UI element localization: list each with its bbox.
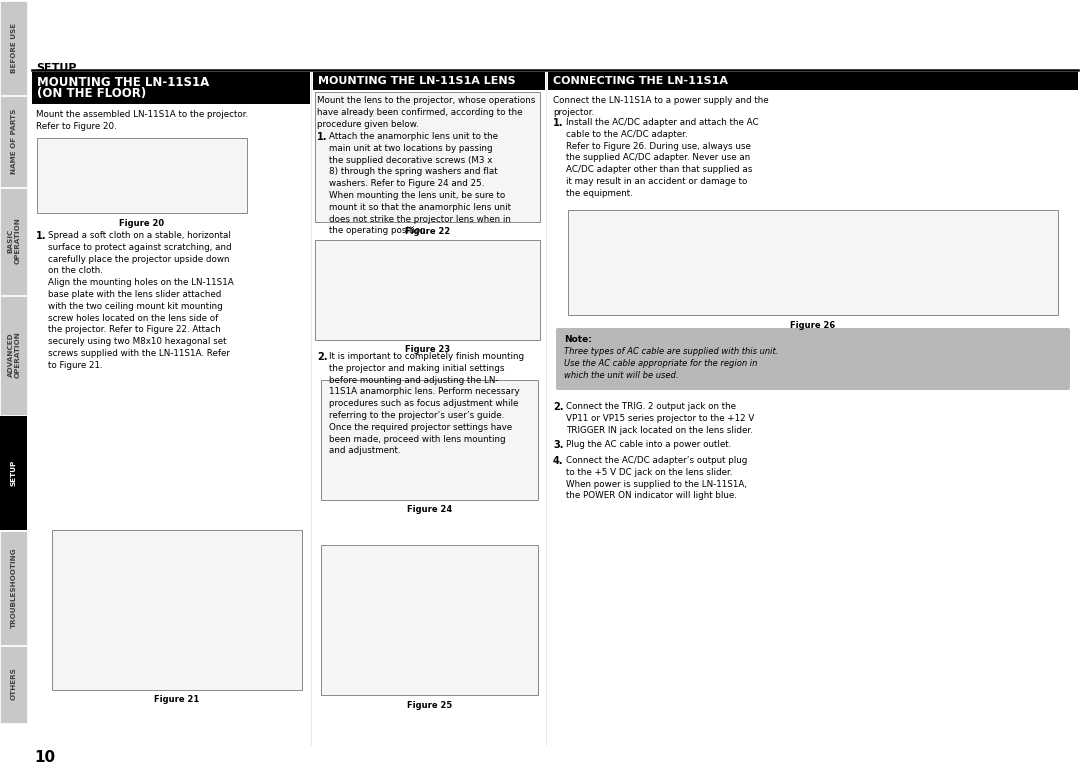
Text: CONNECTING THE LN-11S1A: CONNECTING THE LN-11S1A bbox=[553, 76, 728, 86]
Bar bbox=[0, 416, 27, 530]
Text: 2.: 2. bbox=[318, 352, 327, 362]
Bar bbox=[568, 210, 1058, 315]
Text: MOUNTING THE LN-11S1A LENS: MOUNTING THE LN-11S1A LENS bbox=[318, 76, 515, 86]
Bar bbox=[0, 646, 27, 723]
Text: Figure 20: Figure 20 bbox=[120, 218, 164, 227]
Text: OTHERS: OTHERS bbox=[11, 668, 17, 700]
Text: Figure 24: Figure 24 bbox=[407, 506, 453, 514]
Bar bbox=[313, 72, 545, 90]
Bar bbox=[321, 545, 538, 695]
Text: MOUNTING THE LN-11S1A: MOUNTING THE LN-11S1A bbox=[37, 76, 210, 89]
Text: Install the AC/DC adapter and attach the AC
cable to the AC/DC adapter.
Refer to: Install the AC/DC adapter and attach the… bbox=[566, 118, 758, 198]
Bar bbox=[321, 380, 538, 500]
Text: 2.: 2. bbox=[553, 402, 564, 412]
Text: Figure 22: Figure 22 bbox=[405, 227, 450, 237]
Text: 1.: 1. bbox=[318, 132, 327, 142]
Text: Mount the assembled LN-11S1A to the projector.
Refer to Figure 20.: Mount the assembled LN-11S1A to the proj… bbox=[36, 110, 248, 130]
Text: Figure 26: Figure 26 bbox=[791, 320, 836, 330]
Text: Figure 25: Figure 25 bbox=[407, 700, 453, 710]
Bar bbox=[315, 240, 540, 340]
FancyBboxPatch shape bbox=[556, 328, 1070, 390]
Text: ADVANCED
OPERATION: ADVANCED OPERATION bbox=[8, 332, 21, 378]
Text: Connect the LN-11S1A to a power supply and the
projector.: Connect the LN-11S1A to a power supply a… bbox=[553, 96, 769, 117]
Text: Note:: Note: bbox=[564, 335, 592, 344]
Bar bbox=[52, 530, 302, 690]
Bar bbox=[0, 296, 27, 415]
Bar bbox=[32, 72, 310, 104]
Text: Attach the anamorphic lens unit to the
main unit at two locations by passing
the: Attach the anamorphic lens unit to the m… bbox=[329, 132, 511, 236]
Text: Figure 23: Figure 23 bbox=[405, 346, 450, 355]
Text: Three types of AC cable are supplied with this unit.
Use the AC cable appropriat: Three types of AC cable are supplied wit… bbox=[564, 347, 779, 380]
Text: 1.: 1. bbox=[36, 231, 46, 241]
Text: SETUP: SETUP bbox=[36, 63, 77, 73]
Text: Connect the TRIG. 2 output jack on the
VP11 or VP15 series projector to the +12 : Connect the TRIG. 2 output jack on the V… bbox=[566, 402, 754, 435]
Text: 1.: 1. bbox=[553, 118, 564, 128]
Bar bbox=[37, 138, 247, 213]
Bar bbox=[315, 92, 540, 222]
Text: BEFORE USE: BEFORE USE bbox=[11, 22, 17, 72]
Text: 4.: 4. bbox=[553, 456, 564, 466]
Text: Plug the AC cable into a power outlet.: Plug the AC cable into a power outlet. bbox=[566, 440, 731, 449]
Text: Spread a soft cloth on a stable, horizontal
surface to protect against scratchin: Spread a soft cloth on a stable, horizon… bbox=[48, 231, 233, 370]
Bar bbox=[548, 72, 1078, 90]
Bar bbox=[0, 531, 27, 645]
Bar bbox=[0, 96, 27, 187]
Text: TROUBLESHOOTING: TROUBLESHOOTING bbox=[11, 547, 17, 628]
Text: NAME OF PARTS: NAME OF PARTS bbox=[11, 108, 17, 174]
Text: It is important to completely finish mounting
the projector and making initial s: It is important to completely finish mou… bbox=[329, 352, 524, 456]
Text: 3.: 3. bbox=[553, 440, 564, 450]
Text: Connect the AC/DC adapter’s output plug
to the +5 V DC jack on the lens slider.
: Connect the AC/DC adapter’s output plug … bbox=[566, 456, 747, 501]
Text: 10: 10 bbox=[33, 750, 55, 763]
Text: (ON THE FLOOR): (ON THE FLOOR) bbox=[37, 88, 146, 101]
Text: Figure 21: Figure 21 bbox=[154, 696, 200, 704]
Text: SETUP: SETUP bbox=[11, 459, 17, 485]
Text: BASIC
OPERATION: BASIC OPERATION bbox=[8, 217, 21, 264]
Text: Mount the lens to the projector, whose operations
have already been confirmed, a: Mount the lens to the projector, whose o… bbox=[318, 96, 536, 129]
Bar bbox=[0, 188, 27, 295]
Bar bbox=[0, 1, 27, 95]
